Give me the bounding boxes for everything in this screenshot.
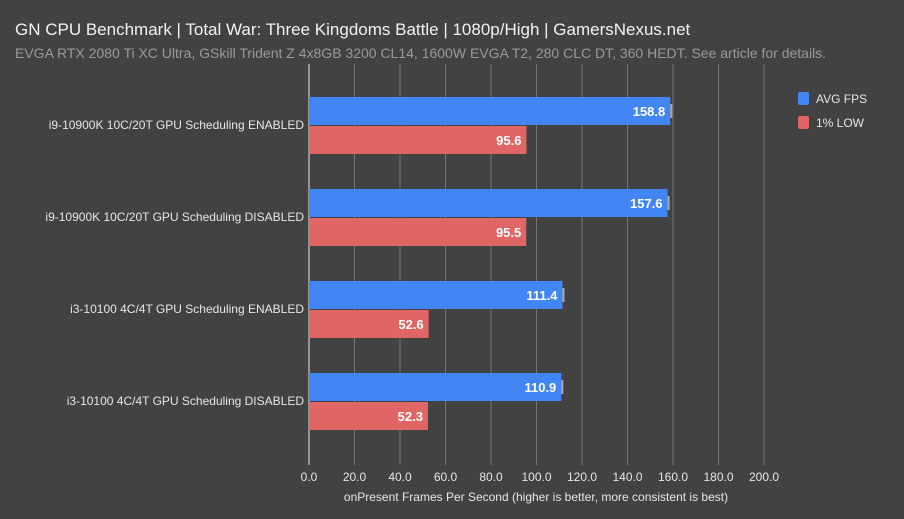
legend-swatch (798, 92, 809, 105)
bar (309, 189, 668, 217)
x-axis-label: onPresent Frames Per Second (higher is b… (344, 490, 728, 504)
data-label: 95.5 (496, 225, 521, 240)
x-tick-label: 0.0 (301, 470, 318, 484)
data-label: 52.3 (398, 409, 423, 424)
data-label: 95.6 (496, 133, 521, 148)
x-tick-label: 160.0 (658, 470, 688, 484)
x-tick-label: 100.0 (521, 470, 551, 484)
x-tick-label: 80.0 (479, 470, 503, 484)
chart-title: GN CPU Benchmark | Total War: Three King… (15, 20, 691, 39)
data-label: 158.8 (633, 104, 666, 119)
bar (309, 126, 527, 154)
chart-subtitle: EVGA RTX 2080 Ti XC Ultra, GSkill Triden… (15, 45, 827, 61)
x-tick-label: 40.0 (388, 470, 412, 484)
x-tick-label: 200.0 (749, 470, 779, 484)
x-tick-label: 140.0 (612, 470, 642, 484)
bar (309, 97, 671, 125)
legend-label: 1% LOW (816, 116, 865, 130)
x-tick-label: 120.0 (567, 470, 597, 484)
bar (309, 281, 563, 309)
x-tick-label: 60.0 (434, 470, 458, 484)
x-tick-label: 180.0 (703, 470, 733, 484)
category-label: i9-10900K 10C/20T GPU Scheduling DISABLE… (45, 210, 304, 224)
bar (309, 402, 428, 430)
data-label: 111.4 (526, 288, 558, 303)
legend-swatch (798, 116, 809, 129)
category-label: i3-10100 4C/4T GPU Scheduling ENABLED (70, 302, 304, 316)
bar (309, 218, 527, 246)
data-label: 110.9 (524, 380, 556, 395)
category-label: i9-10900K 10C/20T GPU Scheduling ENABLED (49, 118, 305, 132)
bar (309, 373, 562, 401)
legend-label: AVG FPS (816, 92, 867, 106)
bar (309, 310, 429, 338)
data-label: 52.6 (398, 317, 423, 332)
data-label: 157.6 (630, 196, 663, 211)
x-tick-label: 20.0 (343, 470, 367, 484)
category-label: i3-10100 4C/4T GPU Scheduling DISABLED (67, 394, 305, 408)
